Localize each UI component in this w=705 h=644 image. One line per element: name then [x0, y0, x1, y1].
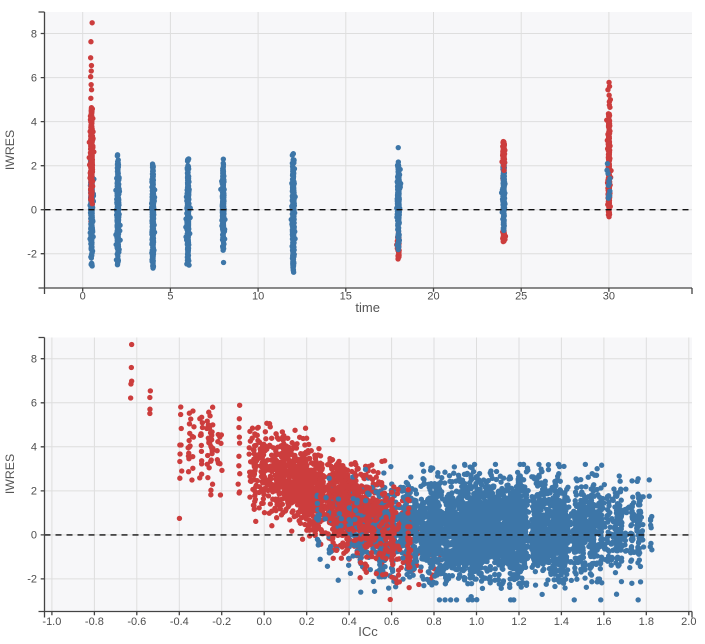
svg-text:30: 30 [603, 290, 615, 302]
svg-text:4: 4 [31, 442, 37, 454]
svg-text:-0.4: -0.4 [170, 616, 189, 628]
svg-text:0.4: 0.4 [341, 616, 356, 628]
svg-text:2: 2 [31, 486, 37, 498]
svg-text:1.4: 1.4 [554, 616, 569, 628]
svg-text:-1.0: -1.0 [42, 616, 61, 628]
svg-text:25: 25 [515, 290, 527, 302]
svg-text:0.0: 0.0 [257, 616, 272, 628]
svg-text:1.2: 1.2 [511, 616, 526, 628]
svg-text:8: 8 [31, 354, 37, 366]
svg-text:0: 0 [31, 530, 37, 542]
svg-text:0.6: 0.6 [384, 616, 399, 628]
svg-text:ICc: ICc [358, 624, 378, 639]
svg-text:-0.8: -0.8 [85, 616, 104, 628]
svg-text:-2: -2 [27, 574, 37, 586]
svg-text:20: 20 [427, 290, 439, 302]
svg-text:6: 6 [31, 72, 37, 84]
svg-text:-0.6: -0.6 [127, 616, 146, 628]
svg-text:4: 4 [31, 116, 37, 128]
svg-text:1.6: 1.6 [596, 616, 611, 628]
svg-text:IWRES: IWRES [3, 130, 17, 170]
svg-text:-2: -2 [27, 249, 37, 261]
svg-text:0.2: 0.2 [299, 616, 314, 628]
svg-text:5: 5 [167, 290, 173, 302]
svg-text:2.0: 2.0 [681, 616, 696, 628]
svg-text:time: time [355, 300, 380, 315]
svg-text:10: 10 [252, 290, 264, 302]
svg-text:6: 6 [31, 398, 37, 410]
svg-text:2: 2 [31, 161, 37, 173]
svg-text:15: 15 [340, 290, 352, 302]
svg-text:1.8: 1.8 [639, 616, 654, 628]
svg-text:0: 0 [31, 205, 37, 217]
svg-text:0: 0 [80, 290, 86, 302]
svg-text:-0.2: -0.2 [212, 616, 231, 628]
svg-text:1.0: 1.0 [469, 616, 484, 628]
svg-text:8: 8 [31, 28, 37, 40]
svg-text:IWRES: IWRES [3, 454, 17, 494]
svg-text:0.8: 0.8 [426, 616, 441, 628]
